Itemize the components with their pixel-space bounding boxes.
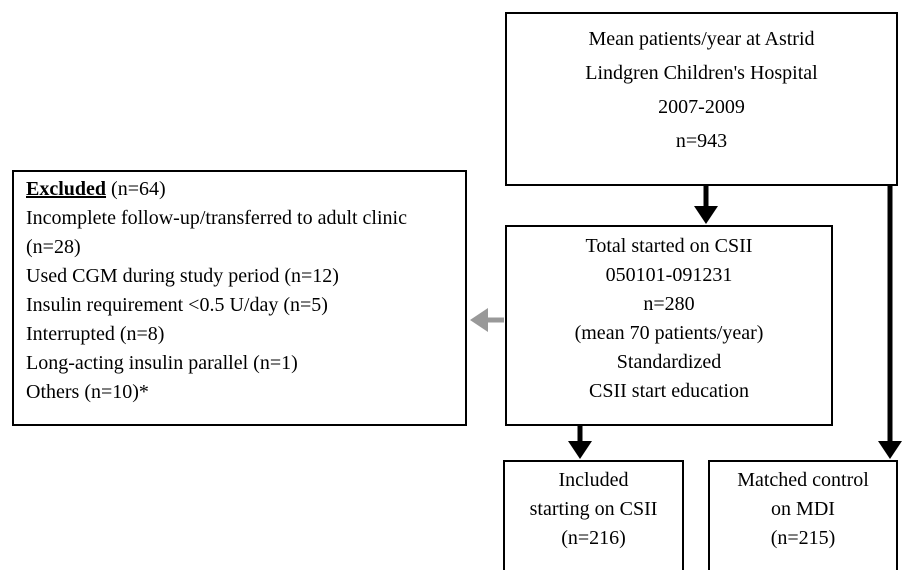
excluded-count: (n=64) [111, 178, 166, 200]
excluded-item: Used CGM during study period (n=12) [26, 265, 339, 287]
arrow-head [568, 441, 592, 459]
box-line: Standardized [616, 351, 722, 373]
excluded-item: Interrupted (n=8) [26, 323, 165, 345]
box-line: CSII start education [589, 380, 749, 402]
excluded-item: Incomplete follow-up/transferred to adul… [26, 207, 407, 258]
box-line: 2007-2009 [658, 96, 745, 118]
excluded-heading: Excluded [26, 178, 107, 200]
excluded-item: Long-acting insulin parallel (n=1) [26, 352, 298, 374]
excluded-item: Insulin requirement <0.5 U/day (n=5) [26, 294, 328, 316]
control-box: Matched control on MDI (n=215) [708, 460, 898, 570]
box-line: (mean 70 patients/year) [574, 322, 764, 344]
arrow-head [470, 308, 488, 332]
source-box: Mean patients/year at Astrid Lindgren Ch… [505, 12, 898, 186]
arrow-head [694, 206, 718, 224]
included-box: Included starting on CSII (n=216) [503, 460, 684, 570]
excluded-item: Others (n=10)* [26, 381, 149, 403]
box-line: starting on CSII [529, 498, 658, 520]
box-line: (n=216) [561, 527, 626, 549]
box-line: on MDI [771, 498, 835, 520]
box-line: Matched control [737, 469, 869, 491]
box-line: Included [558, 469, 629, 491]
box-line: 050101-091231 [605, 264, 733, 286]
started-box: Total started on CSII 050101-091231 n=28… [505, 225, 833, 426]
box-line: Mean patients/year at Astrid [588, 28, 815, 50]
box-line: (n=215) [770, 527, 836, 549]
box-line: n=280 [643, 293, 695, 315]
arrow-head [878, 441, 902, 459]
excluded-header: Excluded (n=64) [26, 175, 465, 204]
box-line: n=943 [675, 130, 728, 152]
box-line: Total started on CSII [585, 235, 753, 257]
excluded-box: Excluded (n=64) Incomplete follow-up/tra… [12, 170, 467, 426]
box-line: Lindgren Children's Hospital [585, 62, 818, 84]
